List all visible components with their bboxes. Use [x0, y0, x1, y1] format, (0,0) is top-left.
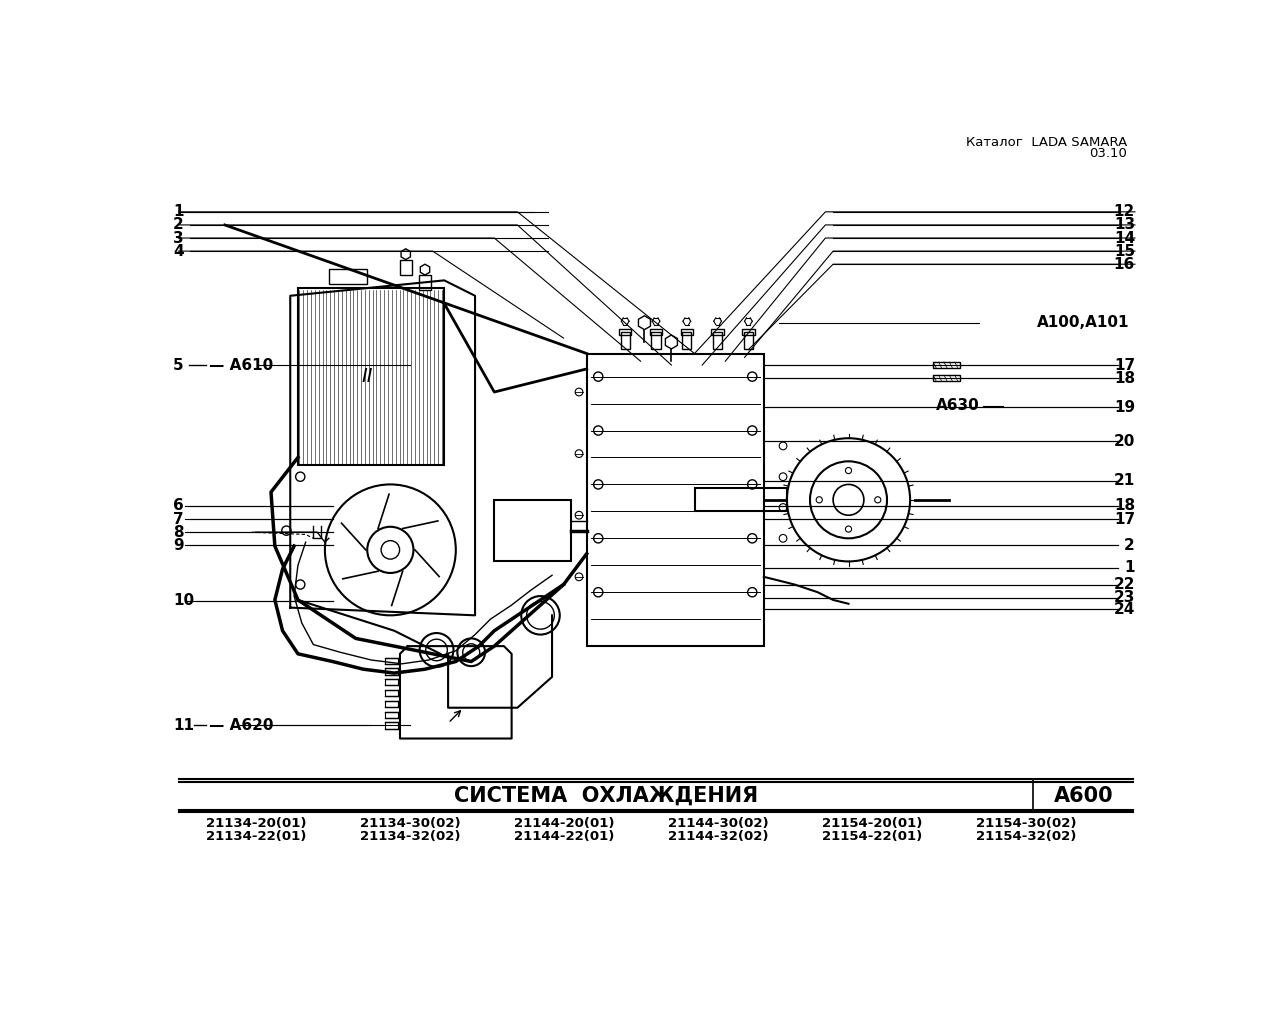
Bar: [650, 329, 662, 335]
Text: 14: 14: [1114, 231, 1135, 245]
Bar: [681, 329, 692, 335]
Text: 17: 17: [1114, 357, 1135, 373]
Text: 6: 6: [173, 498, 184, 514]
Text: СИСТЕМА  ОХЛАЖДЕНИЯ: СИСТЕМА ОХЛАЖДЕНИЯ: [454, 786, 758, 806]
Bar: [620, 329, 631, 335]
Text: 21144-20(01): 21144-20(01): [513, 818, 614, 830]
Text: 1: 1: [173, 204, 184, 220]
Text: 15: 15: [1114, 244, 1135, 258]
Text: 24: 24: [1114, 601, 1135, 617]
Bar: [744, 332, 753, 349]
Bar: [933, 362, 960, 369]
Text: 13: 13: [1114, 217, 1135, 233]
Bar: [621, 332, 630, 349]
Text: 18: 18: [1114, 498, 1135, 514]
Text: 10: 10: [173, 593, 195, 609]
Bar: [712, 329, 723, 335]
Text: 1: 1: [1124, 561, 1135, 575]
Text: 2: 2: [1124, 538, 1135, 552]
Text: 21144-30(02): 21144-30(02): [668, 818, 768, 830]
Text: 17: 17: [1114, 512, 1135, 527]
Text: 21: 21: [1114, 473, 1135, 488]
Text: 21134-22(01): 21134-22(01): [206, 830, 306, 842]
Text: 21134-30(02): 21134-30(02): [360, 818, 461, 830]
Bar: [742, 329, 755, 335]
Text: — A610: — A610: [210, 357, 274, 373]
Bar: [713, 332, 722, 349]
Bar: [384, 658, 398, 664]
Text: 21144-22(01): 21144-22(01): [513, 830, 614, 842]
Bar: [329, 269, 367, 284]
Text: 21134-32(02): 21134-32(02): [360, 830, 460, 842]
Text: 03.10: 03.10: [1089, 147, 1128, 160]
Text: Каталог  LADA SAMARA: Каталог LADA SAMARA: [966, 137, 1128, 149]
Bar: [384, 690, 398, 696]
Text: 21144-32(02): 21144-32(02): [668, 830, 768, 842]
Text: 9: 9: [173, 538, 184, 552]
Bar: [384, 679, 398, 685]
Text: A600: A600: [1053, 786, 1114, 806]
Bar: [695, 488, 787, 512]
Text: 18: 18: [1114, 371, 1135, 386]
Bar: [384, 700, 398, 707]
Bar: [586, 353, 764, 646]
Bar: [384, 722, 398, 729]
Bar: [494, 500, 571, 562]
Text: 21154-20(01): 21154-20(01): [822, 818, 922, 830]
Text: 21154-32(02): 21154-32(02): [975, 830, 1076, 842]
Text: 20: 20: [1114, 434, 1135, 449]
Bar: [419, 275, 431, 290]
Text: 12: 12: [1114, 204, 1135, 220]
Bar: [652, 332, 660, 349]
Text: 23: 23: [1114, 590, 1135, 605]
Bar: [682, 332, 691, 349]
Text: II: II: [361, 368, 372, 386]
Text: 21154-30(02): 21154-30(02): [975, 818, 1076, 830]
Text: 3: 3: [173, 231, 184, 245]
Text: A100,A101: A100,A101: [1037, 315, 1129, 330]
Text: 22: 22: [1114, 577, 1135, 592]
Text: 2: 2: [173, 217, 184, 233]
Text: 4: 4: [173, 244, 184, 258]
Text: 16: 16: [1114, 256, 1135, 272]
Text: 19: 19: [1114, 400, 1135, 415]
Bar: [384, 712, 398, 718]
Bar: [933, 375, 960, 381]
Bar: [384, 669, 398, 675]
Text: 5: 5: [173, 357, 184, 373]
Text: 21134-20(01): 21134-20(01): [206, 818, 306, 830]
Text: 21154-22(01): 21154-22(01): [822, 830, 922, 842]
Text: 11: 11: [173, 718, 195, 733]
Text: A630: A630: [936, 398, 979, 414]
Bar: [399, 259, 412, 275]
Text: 7: 7: [173, 512, 184, 527]
Text: 8: 8: [173, 525, 184, 540]
Bar: [298, 288, 444, 466]
Text: — A620: — A620: [210, 718, 274, 733]
